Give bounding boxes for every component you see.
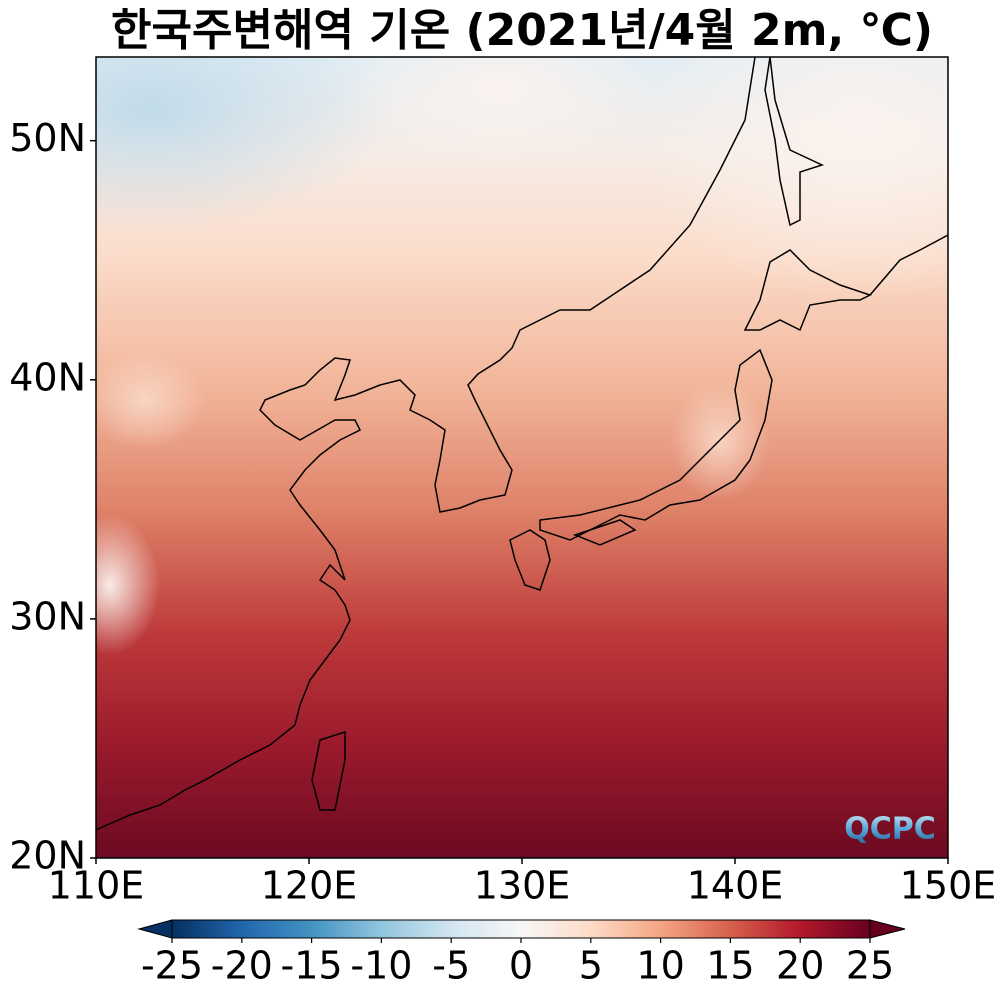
colorbar-tick-label: -5 — [432, 944, 470, 988]
colorbar-tick-label: -10 — [350, 944, 412, 988]
x-tick-label: 120E — [261, 864, 358, 908]
colorbar-tick-label: 5 — [579, 944, 603, 988]
colorbar-tick-label: -20 — [211, 944, 273, 988]
chart-title: 한국주변해역 기온 (2021년/4월 2m, ℃) — [111, 5, 933, 56]
colorbar-extend-high — [869, 919, 906, 939]
axes: 110E 120E 130E 140E 150E 20N 30N 40N 50N — [9, 116, 996, 907]
colorbar-tick-label: -25 — [141, 944, 203, 988]
colorbar-tick-label: 15 — [706, 944, 754, 988]
colorbar-tick-label: 20 — [776, 944, 824, 988]
colorbar-tick-label: 0 — [509, 944, 533, 988]
temperature-field — [96, 57, 948, 858]
colorbar-tick-label: 10 — [636, 944, 684, 988]
colorbar-body — [171, 919, 871, 939]
x-tick-label: 150E — [900, 864, 997, 908]
colorbar-tick-label: 25 — [846, 944, 894, 988]
logo: QCPC — [844, 812, 936, 847]
coastlines — [96, 57, 948, 831]
x-tick-label: 110E — [48, 864, 145, 908]
colorbar: -25 -20 -15 -10 -5 0 5 10 15 20 25 — [137, 919, 906, 988]
x-tick-label: 130E — [474, 864, 571, 908]
y-tick-label: 50N — [9, 116, 86, 160]
x-tick-label: 140E — [687, 864, 784, 908]
colorbar-tick-label: -15 — [281, 944, 343, 988]
colorbar-extend-low — [137, 919, 173, 939]
y-tick-label: 20N — [9, 834, 86, 878]
y-tick-label: 40N — [9, 355, 86, 399]
y-tick-label: 30N — [9, 594, 86, 638]
